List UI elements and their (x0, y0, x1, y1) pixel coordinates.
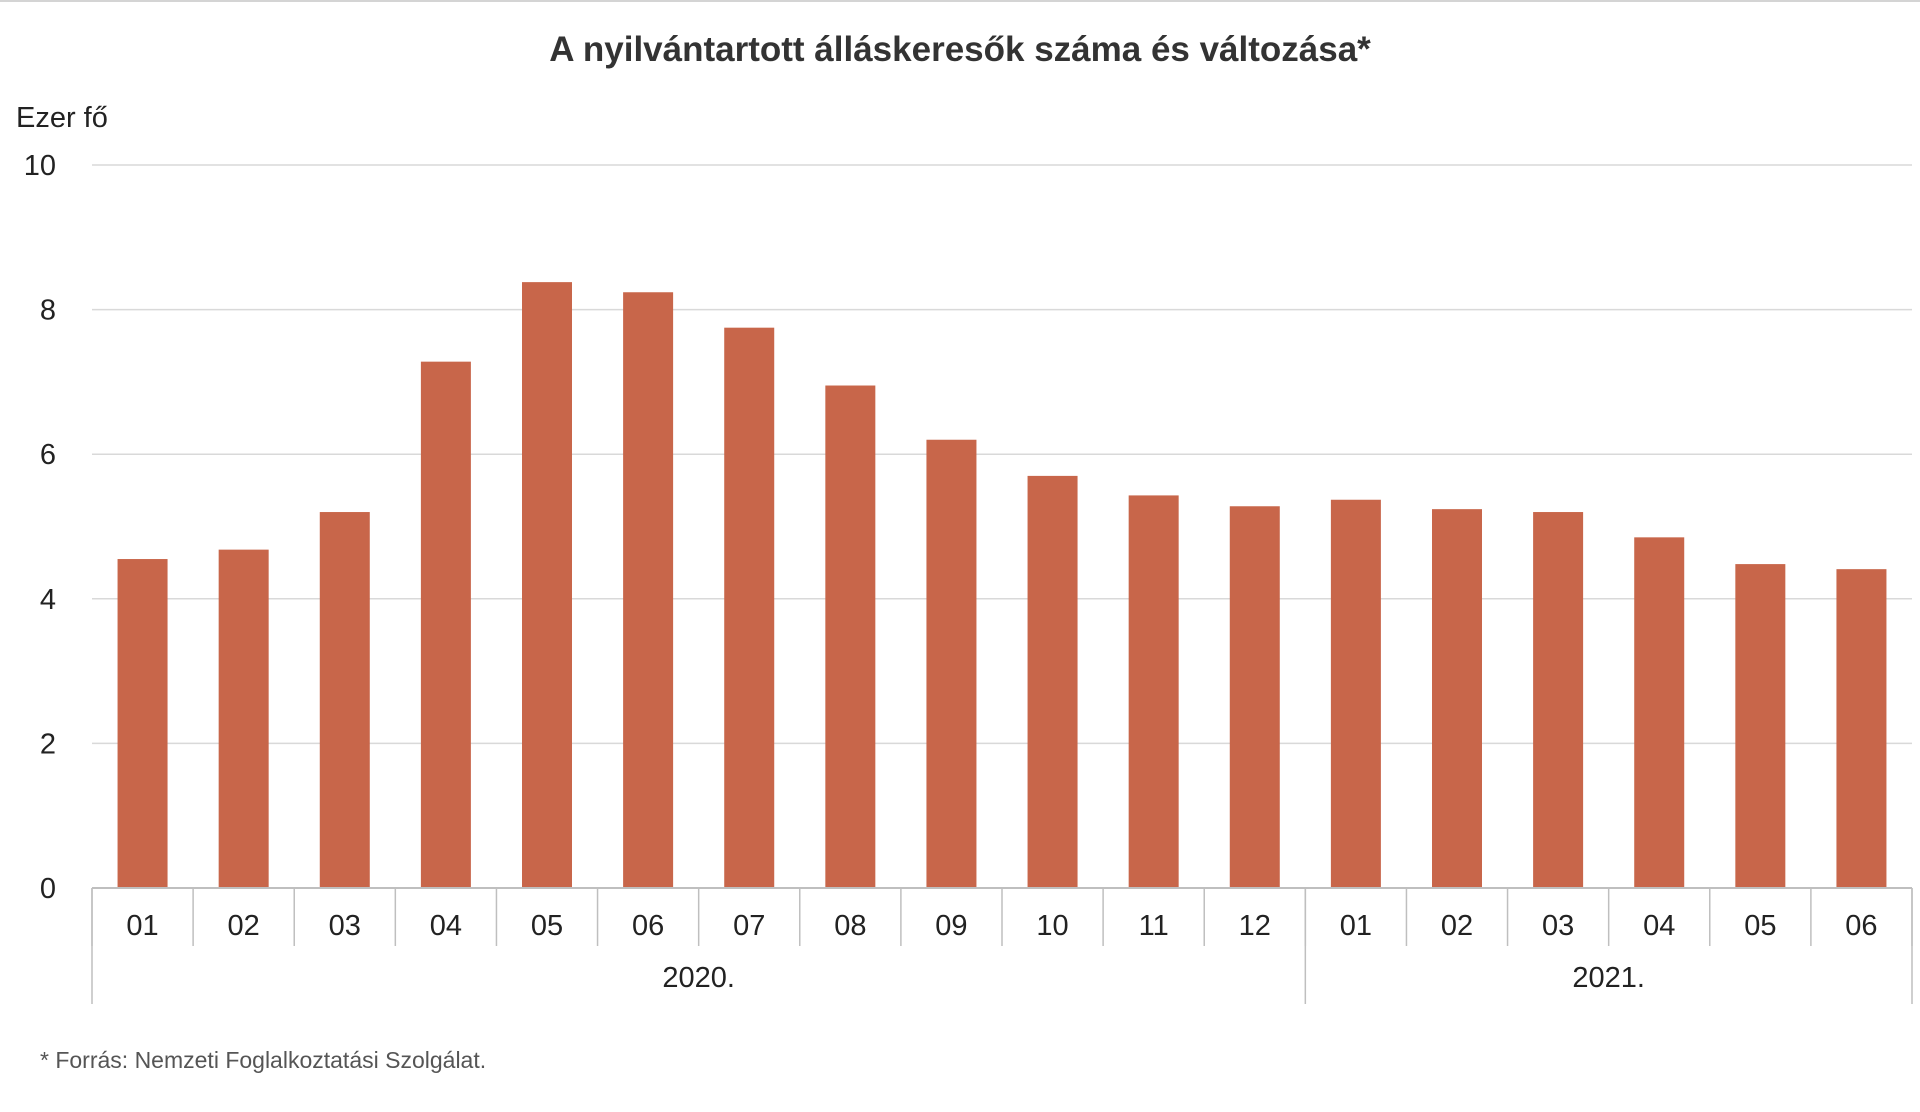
bar (218, 549, 269, 888)
y-tick-label: 4 (40, 584, 56, 616)
bar (1128, 495, 1179, 888)
bar (1634, 537, 1685, 888)
x-tick-label: 05 (531, 910, 563, 942)
x-tick-label: 04 (430, 910, 462, 942)
bar (522, 282, 572, 889)
y-tick-label: 2 (40, 728, 56, 760)
y-tick-label: 0 (40, 873, 56, 905)
x-ticks: 01 02 03 04 05 06 07 08 09 10 11 12 01 02 03 04 05 06 (126, 910, 1877, 942)
gridlines (92, 164, 1912, 745)
source-footnote: * Forrás: Nemzeti Foglalkoztatási Szolgá… (40, 1047, 487, 1073)
bars (117, 282, 1887, 889)
bar (319, 512, 370, 888)
x-group-label: 2021. (1572, 962, 1645, 994)
x-tick-label: 11 (1139, 910, 1169, 942)
x-tick-label: 01 (1340, 910, 1372, 942)
chart-title: A nyilvántartott álláskeresők száma és v… (549, 30, 1371, 69)
bar (1836, 569, 1887, 888)
bar (1533, 512, 1584, 888)
x-tick-label: 09 (935, 910, 967, 942)
bar (724, 327, 775, 888)
x-tick-label: 01 (126, 910, 158, 942)
bar (1330, 499, 1381, 888)
x-tick-label: 10 (1036, 910, 1068, 942)
bar (1027, 475, 1078, 888)
top-divider (0, 0, 1920, 2)
bar (825, 385, 876, 888)
x-tick-label: 02 (228, 910, 260, 942)
y-axis-unit-label: Ezer fő (16, 102, 108, 134)
x-tick-label: 12 (1239, 910, 1271, 942)
x-group-label: 2020. (662, 962, 735, 994)
bar (1735, 564, 1786, 888)
y-tick-label: 10 (24, 150, 56, 182)
bar (1229, 506, 1280, 888)
y-tick-label: 8 (40, 295, 56, 327)
x-groups: 2020. 2021. (662, 962, 1645, 994)
x-tick-label: 03 (1542, 910, 1574, 942)
bar (926, 439, 977, 888)
y-tick-label: 6 (40, 439, 56, 471)
y-ticks: 0 2 4 6 8 10 (24, 150, 56, 905)
x-tick-label: 07 (733, 910, 765, 942)
x-tick-label: 05 (1744, 910, 1776, 942)
x-tick-label: 06 (632, 910, 664, 942)
x-tick-label: 08 (834, 910, 866, 942)
bar (1432, 509, 1482, 888)
bar (623, 292, 674, 888)
bar (117, 559, 168, 888)
bar (420, 361, 471, 888)
x-tick-label: 02 (1441, 910, 1473, 942)
x-tick-label: 03 (329, 910, 361, 942)
x-tick-label: 06 (1845, 910, 1877, 942)
x-axis (91, 887, 1913, 1004)
x-tick-label: 04 (1643, 910, 1675, 942)
